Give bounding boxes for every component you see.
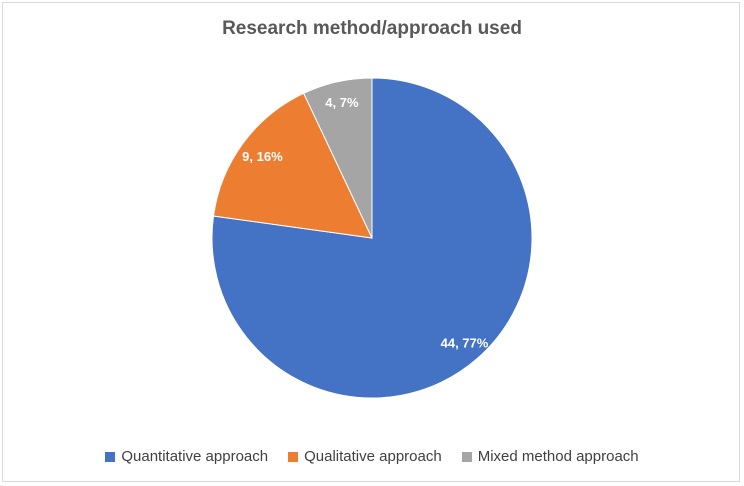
legend: Quantitative approach Qualitative approa… — [0, 448, 744, 465]
legend-swatch-quantitative — [105, 451, 116, 462]
data-label-qualitative: 9, 16% — [242, 149, 283, 164]
pie-slice-mixed — [303, 77, 373, 239]
legend-label-quantitative: Quantitative approach — [121, 448, 269, 465]
legend-item-quantitative: Quantitative approach — [105, 448, 268, 465]
pie-slice-qualitative — [212, 92, 373, 239]
chart-title: Research method/approach used — [222, 18, 522, 39]
data-label-mixed: 4, 7% — [325, 95, 359, 110]
legend-label-qualitative: Qualitative approach — [304, 448, 442, 465]
data-label-quantitative: 44, 77% — [441, 336, 489, 351]
legend-swatch-qualitative — [288, 451, 299, 462]
legend-item-qualitative: Qualitative approach — [288, 448, 442, 465]
legend-swatch-mixed — [461, 451, 472, 462]
legend-label-mixed: Mixed method approach — [477, 448, 639, 465]
legend-item-mixed: Mixed method approach — [461, 448, 639, 465]
